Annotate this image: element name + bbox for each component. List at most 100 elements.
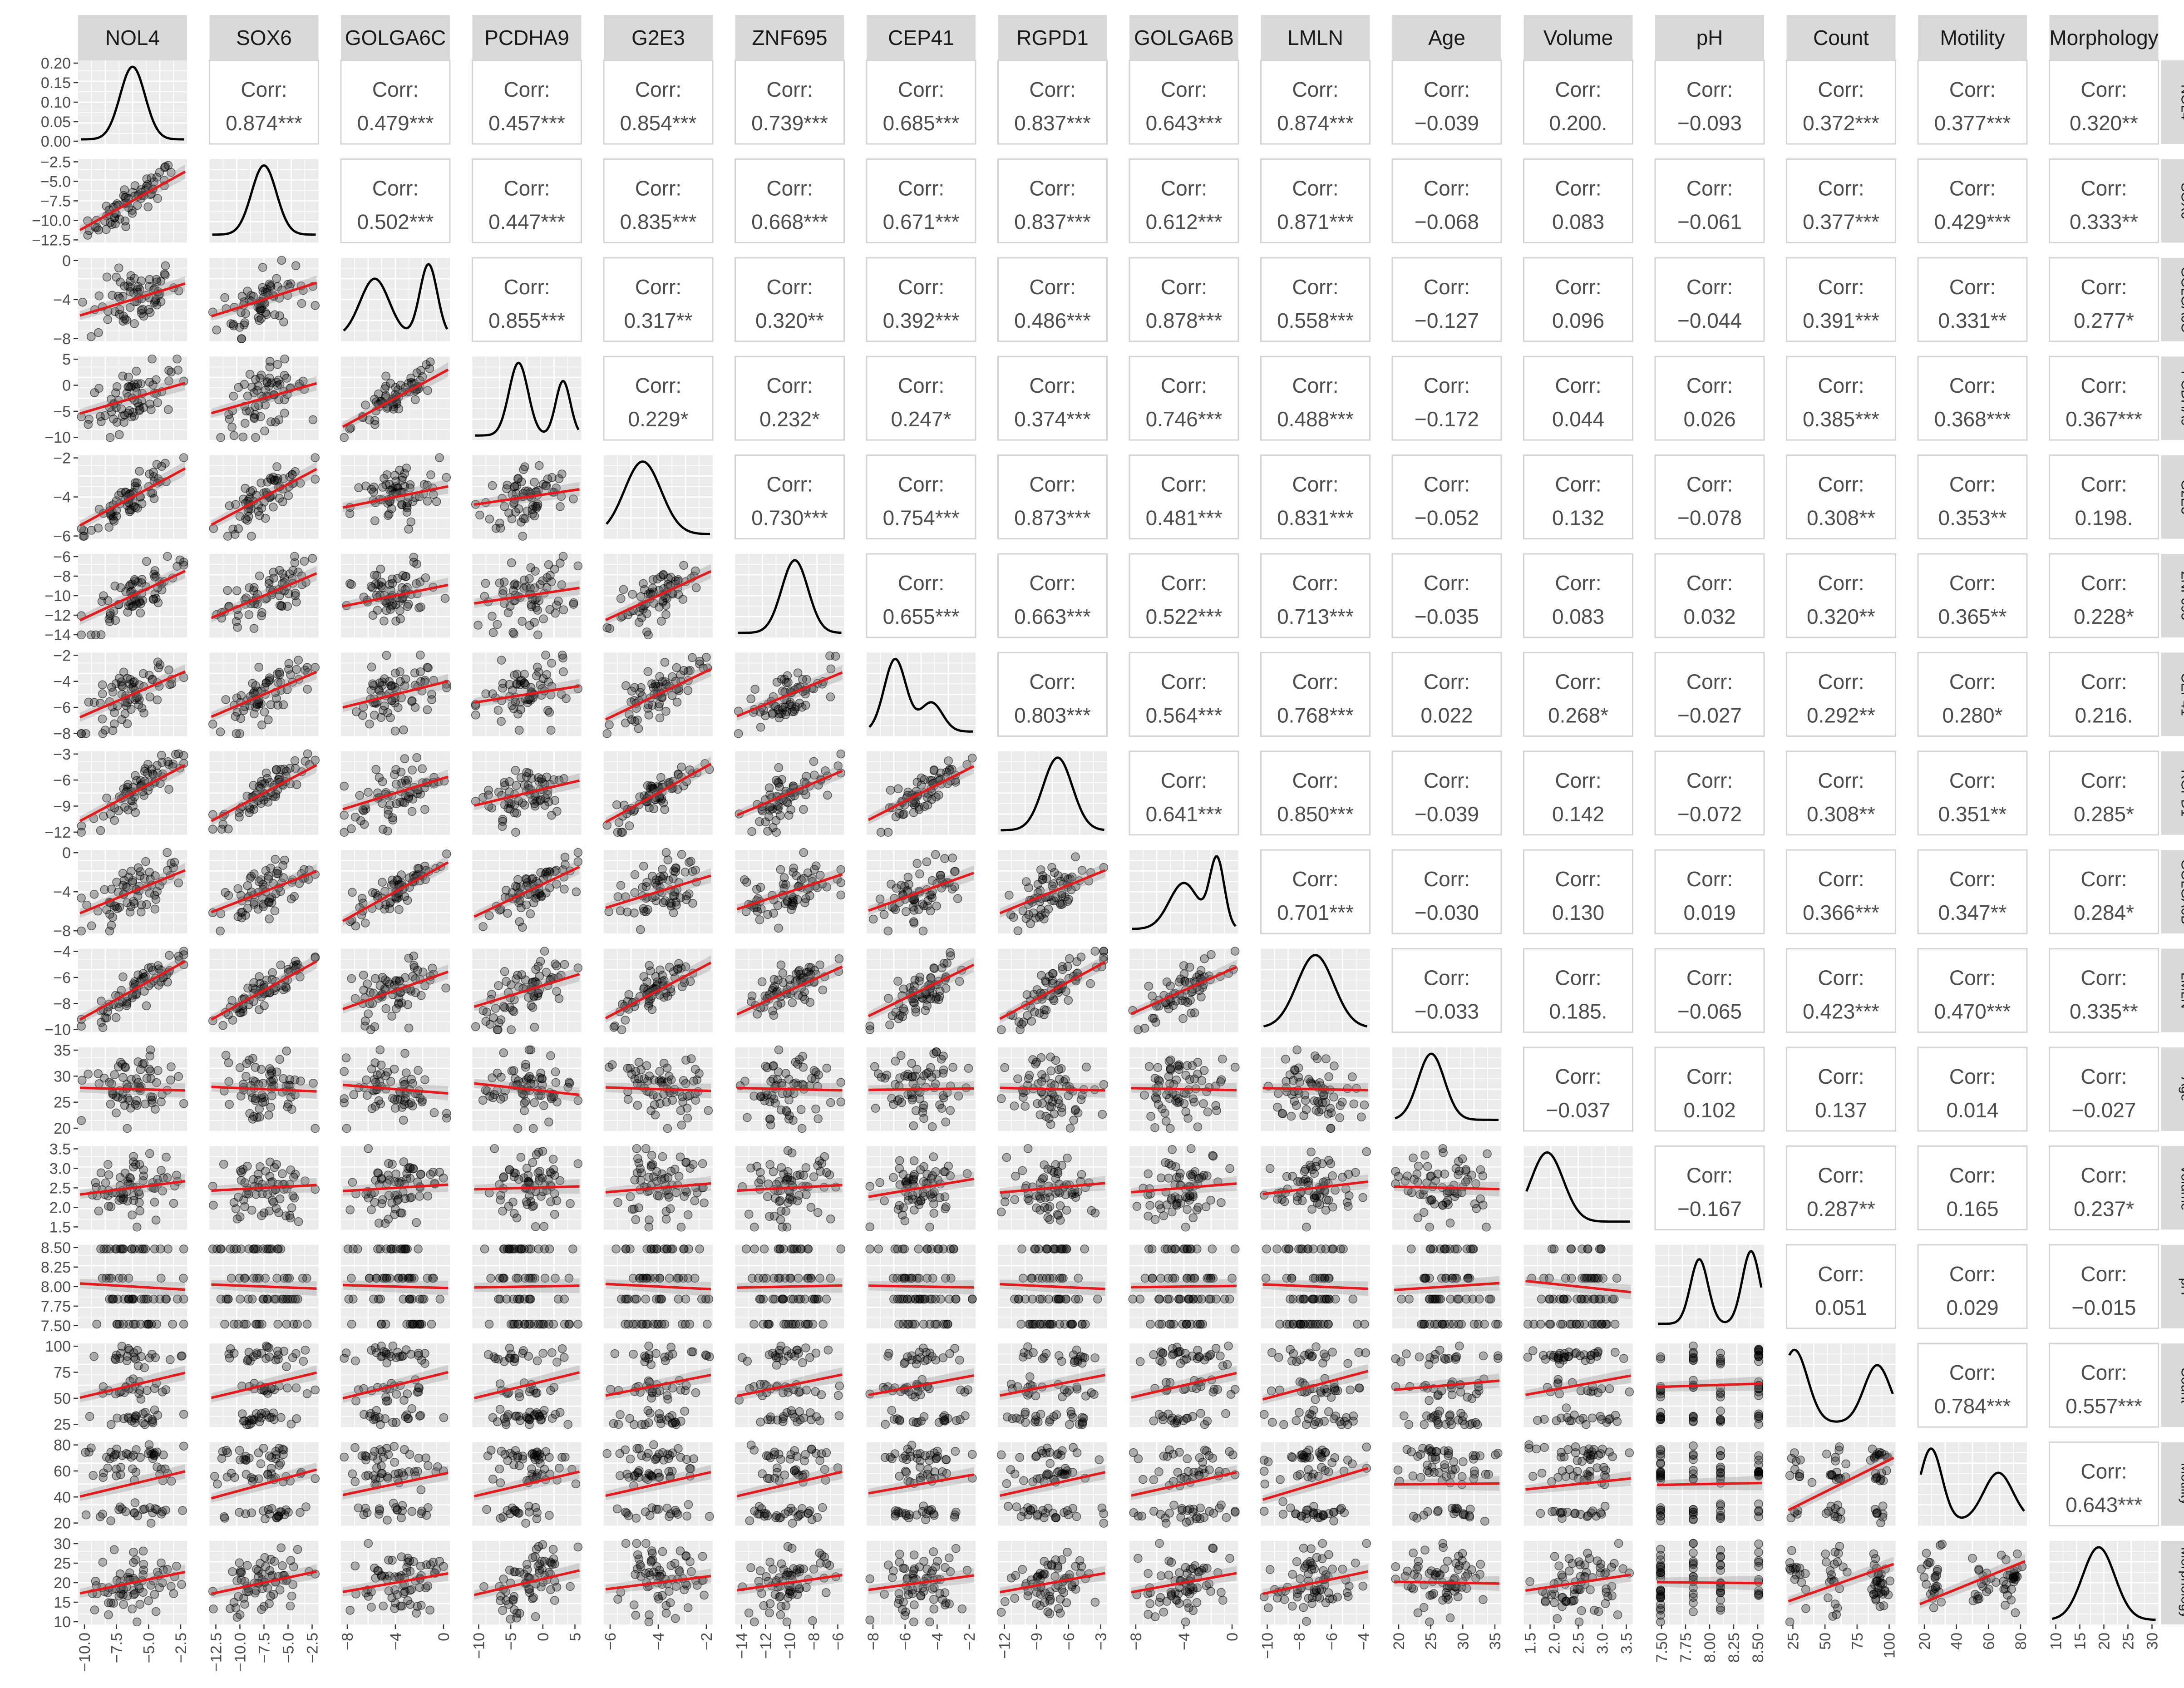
scatter-point bbox=[130, 181, 140, 190]
scatter-point bbox=[393, 1095, 402, 1104]
scatter-point bbox=[672, 697, 682, 707]
scatter-point bbox=[277, 602, 286, 611]
corr-label: Corr: bbox=[635, 78, 681, 101]
column-strip-count: Count bbox=[1786, 15, 1896, 60]
corr-value: 0.317** bbox=[624, 309, 693, 332]
scatter-point bbox=[360, 918, 370, 928]
scatter-point bbox=[473, 621, 483, 630]
corr-box bbox=[1786, 158, 1896, 243]
scatter-point bbox=[488, 628, 498, 637]
scatter-point bbox=[653, 574, 662, 584]
scatter-panel-sox6-vs-nol4 bbox=[78, 159, 187, 243]
strip-background bbox=[1786, 15, 1896, 60]
scatter-point bbox=[535, 461, 544, 470]
corr-panel-golga6c-znf695: Corr: 0.320** bbox=[735, 257, 845, 342]
corr-panel-nol4-count: Corr: 0.372*** bbox=[1786, 59, 1896, 145]
scatter-point bbox=[403, 503, 412, 513]
density-panel-lmln bbox=[1261, 948, 1370, 1032]
scatter-panel-golga6b-vs-pcdha9 bbox=[472, 848, 583, 934]
corr-panel-lmln-age: Corr: −0.033 bbox=[1391, 948, 1502, 1033]
corr-panel-nol4-morphology: Corr: 0.320** bbox=[2049, 59, 2159, 145]
corr-label: Corr: bbox=[1555, 966, 1601, 990]
scatter-point bbox=[87, 332, 96, 341]
scatter-point bbox=[118, 972, 128, 982]
scatter-point bbox=[442, 1114, 451, 1123]
corr-box bbox=[1917, 59, 2028, 145]
strip-background bbox=[2161, 60, 2184, 144]
scatter-point bbox=[110, 719, 119, 729]
corr-panel-lmln-count: Corr: 0.423*** bbox=[1786, 948, 1896, 1033]
strip-label: Age bbox=[2179, 1077, 2184, 1101]
scatter-point bbox=[218, 1021, 227, 1030]
scatter-panel-rgpd1-vs-g2e3 bbox=[602, 751, 714, 837]
scatter-point bbox=[100, 726, 110, 735]
corr-panel-nol4-volume: Corr: 0.200. bbox=[1523, 59, 1633, 145]
scatter-point bbox=[270, 906, 280, 916]
scatter-point bbox=[655, 672, 664, 681]
corr-label: Corr: bbox=[2080, 275, 2127, 299]
corr-value: 0.320** bbox=[1807, 605, 1875, 628]
column-strip-pcdha9: PCDHA9 bbox=[472, 15, 582, 60]
density-panel-rgpd1 bbox=[998, 751, 1107, 835]
scatter-point bbox=[241, 419, 250, 428]
scatter-point bbox=[387, 1012, 396, 1021]
scatter-point bbox=[926, 994, 935, 1003]
scatter-point bbox=[677, 850, 686, 859]
scatter-point bbox=[515, 917, 524, 926]
corr-box bbox=[866, 59, 976, 145]
corr-label: Corr: bbox=[1949, 670, 1996, 693]
scatter-point bbox=[340, 1067, 349, 1076]
corr-value: 0.871*** bbox=[1277, 210, 1354, 233]
scatter-point bbox=[1179, 969, 1189, 979]
corr-label: Corr: bbox=[898, 571, 944, 595]
scatter-point bbox=[887, 1011, 897, 1021]
corr-panel-golga6c-motility: Corr: 0.331** bbox=[1917, 257, 2028, 342]
corr-box bbox=[340, 158, 451, 243]
corr-label: Corr: bbox=[1292, 78, 1338, 101]
scatter-point bbox=[243, 983, 252, 993]
corr-label: Corr: bbox=[766, 176, 813, 200]
scatter-point bbox=[385, 509, 394, 518]
scatter-point bbox=[141, 857, 150, 866]
scatter-point bbox=[223, 586, 232, 595]
scatter-point bbox=[311, 1124, 320, 1133]
scatter-point bbox=[370, 420, 380, 429]
scatter-point bbox=[248, 679, 257, 688]
scatter-point bbox=[656, 773, 666, 782]
scatter-point bbox=[98, 714, 107, 724]
density-panel-golga6b bbox=[1129, 850, 1238, 934]
corr-panel-g2e3-ph: Corr: −0.078 bbox=[1654, 454, 1765, 540]
corr-label: Corr: bbox=[1029, 473, 1075, 496]
scatter-point bbox=[478, 1096, 488, 1105]
scatter-point bbox=[161, 261, 170, 271]
density-panel-pcdha9 bbox=[472, 356, 582, 440]
scatter-point bbox=[123, 281, 133, 291]
column-strip-g2e3: G2E3 bbox=[604, 15, 713, 60]
scatter-point bbox=[292, 665, 301, 674]
scatter-point bbox=[115, 214, 124, 224]
scatter-point bbox=[311, 301, 320, 310]
corr-label: Corr: bbox=[1818, 867, 1864, 891]
corr-panel-nol4-lmln: Corr: 0.874*** bbox=[1260, 59, 1371, 145]
scatter-panel-rgpd1-vs-golga6c bbox=[340, 751, 450, 837]
corr-panel-nol4-cep41: Corr: 0.685*** bbox=[866, 59, 976, 145]
scatter-point bbox=[1041, 1006, 1051, 1015]
scatter-point bbox=[103, 315, 112, 324]
strip-label: CEP41 bbox=[888, 26, 954, 49]
scatter-point bbox=[378, 878, 387, 887]
corr-value: 0.730*** bbox=[751, 506, 828, 530]
scatter-point bbox=[613, 828, 622, 837]
scatter-panel-znf695-vs-golga6c bbox=[341, 553, 450, 637]
scatter-point bbox=[826, 692, 835, 701]
scatter-point bbox=[799, 805, 808, 814]
scatter-point bbox=[77, 630, 86, 640]
corr-panel-znf695-age: Corr: −0.035 bbox=[1391, 553, 1502, 638]
scatter-point bbox=[569, 600, 578, 609]
scatter-point bbox=[902, 907, 911, 916]
scatter-point bbox=[248, 486, 257, 495]
scatter-panel-znf695-vs-g2e3 bbox=[602, 554, 713, 640]
scatter-point bbox=[265, 362, 275, 372]
scatter-point bbox=[145, 469, 154, 479]
corr-label: Corr: bbox=[1029, 571, 1075, 595]
scatter-point bbox=[221, 888, 230, 897]
